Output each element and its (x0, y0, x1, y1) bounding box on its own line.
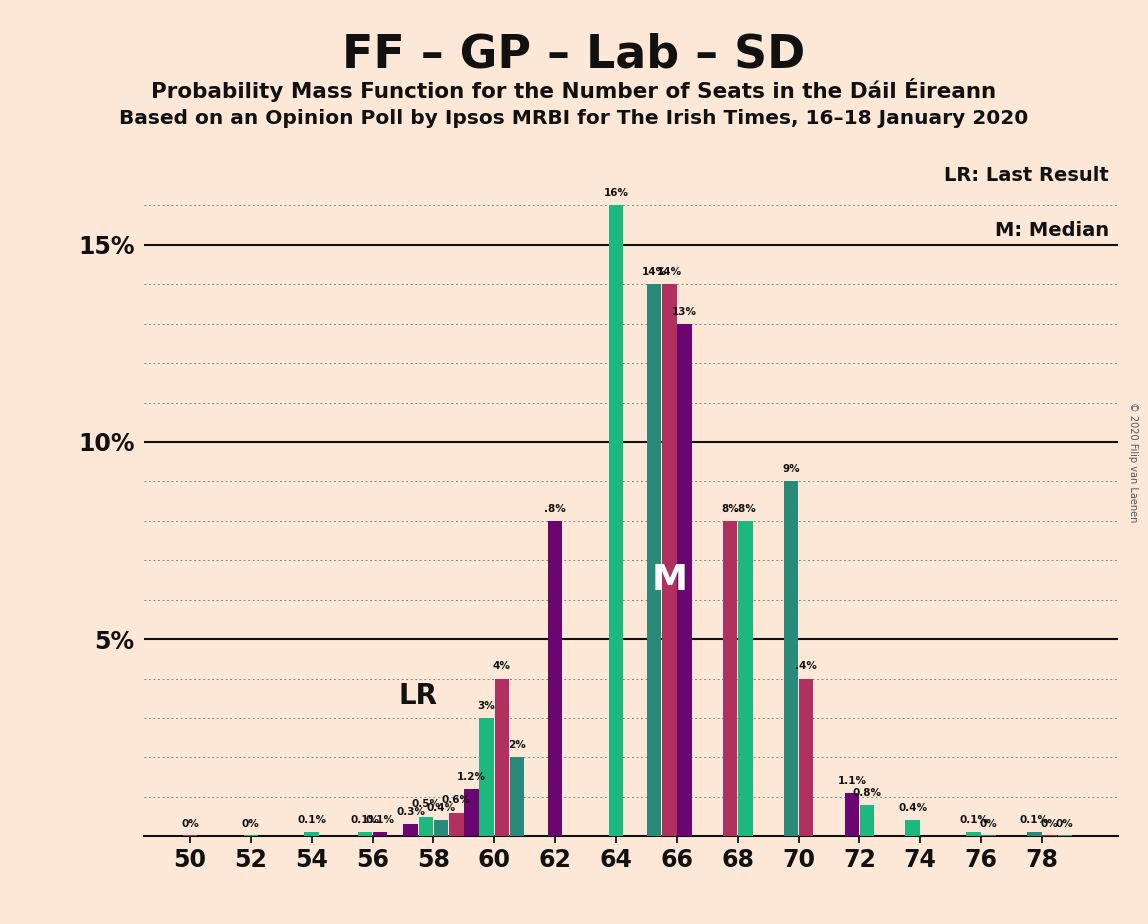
Bar (646, 285, 661, 836)
Text: 0.8%: 0.8% (853, 787, 882, 797)
Bar (845, 793, 859, 836)
Text: 0.4%: 0.4% (898, 803, 928, 813)
Bar (1027, 833, 1041, 836)
Bar (403, 824, 418, 836)
Text: 0%: 0% (242, 820, 259, 829)
Text: Based on an Opinion Poll by Ipsos MRBI for The Irish Times, 16–18 January 2020: Based on an Opinion Poll by Ipsos MRBI f… (119, 109, 1029, 128)
Bar (495, 678, 510, 836)
Bar (723, 521, 737, 836)
Bar (662, 285, 676, 836)
Text: 0.6%: 0.6% (442, 796, 471, 806)
Text: 0.1%: 0.1% (1019, 815, 1049, 825)
Text: 16%: 16% (604, 188, 628, 199)
Bar (860, 805, 875, 836)
Text: 3%: 3% (478, 700, 496, 711)
Bar (548, 521, 563, 836)
Text: 0.1%: 0.1% (366, 815, 395, 825)
Text: 1.1%: 1.1% (837, 776, 867, 785)
Text: 0%: 0% (980, 820, 998, 829)
Text: 0.1%: 0.1% (959, 815, 988, 825)
Text: 4%: 4% (492, 662, 511, 672)
Text: .4%: .4% (796, 662, 817, 672)
Bar (608, 205, 623, 836)
Bar (784, 481, 798, 836)
Text: 0.1%: 0.1% (297, 815, 326, 825)
Text: 0%: 0% (1041, 820, 1058, 829)
Bar (373, 833, 388, 836)
Bar (243, 834, 258, 836)
Bar (304, 833, 319, 836)
Bar (799, 678, 814, 836)
Text: M: M (651, 563, 688, 597)
Text: 0%: 0% (1056, 820, 1073, 829)
Text: M: Median: M: Median (995, 221, 1109, 240)
Bar (449, 812, 464, 836)
Text: .8%: .8% (735, 504, 757, 514)
Text: 0.4%: 0.4% (426, 803, 456, 813)
Bar (358, 833, 372, 836)
Text: 0.3%: 0.3% (396, 808, 425, 818)
Text: 9%: 9% (782, 464, 800, 474)
Bar (183, 834, 197, 836)
Text: 14%: 14% (642, 267, 667, 277)
Text: 8%: 8% (721, 504, 739, 514)
Text: 13%: 13% (672, 307, 697, 317)
Bar (480, 718, 494, 836)
Bar (738, 521, 753, 836)
Bar (464, 789, 479, 836)
Text: FF – GP – Lab – SD: FF – GP – Lab – SD (342, 32, 806, 78)
Bar (906, 821, 920, 836)
Bar (510, 758, 525, 836)
Text: 14%: 14% (657, 267, 682, 277)
Text: LR: LR (398, 682, 437, 710)
Bar (982, 834, 996, 836)
Text: © 2020 Filip van Laenen: © 2020 Filip van Laenen (1128, 402, 1138, 522)
Text: LR: Last Result: LR: Last Result (944, 166, 1109, 185)
Bar (677, 323, 692, 836)
Text: 0%: 0% (181, 820, 199, 829)
Bar (419, 817, 433, 836)
Text: 0.5%: 0.5% (411, 799, 441, 809)
Bar (967, 833, 980, 836)
Text: 0.1%: 0.1% (350, 815, 380, 825)
Text: Probability Mass Function for the Number of Seats in the Dáil Éireann: Probability Mass Function for the Number… (152, 78, 996, 102)
Bar (1042, 834, 1057, 836)
Text: .8%: .8% (544, 504, 566, 514)
Bar (1057, 834, 1072, 836)
Text: 2%: 2% (509, 740, 526, 750)
Bar (434, 821, 449, 836)
Text: 1.2%: 1.2% (457, 772, 486, 782)
